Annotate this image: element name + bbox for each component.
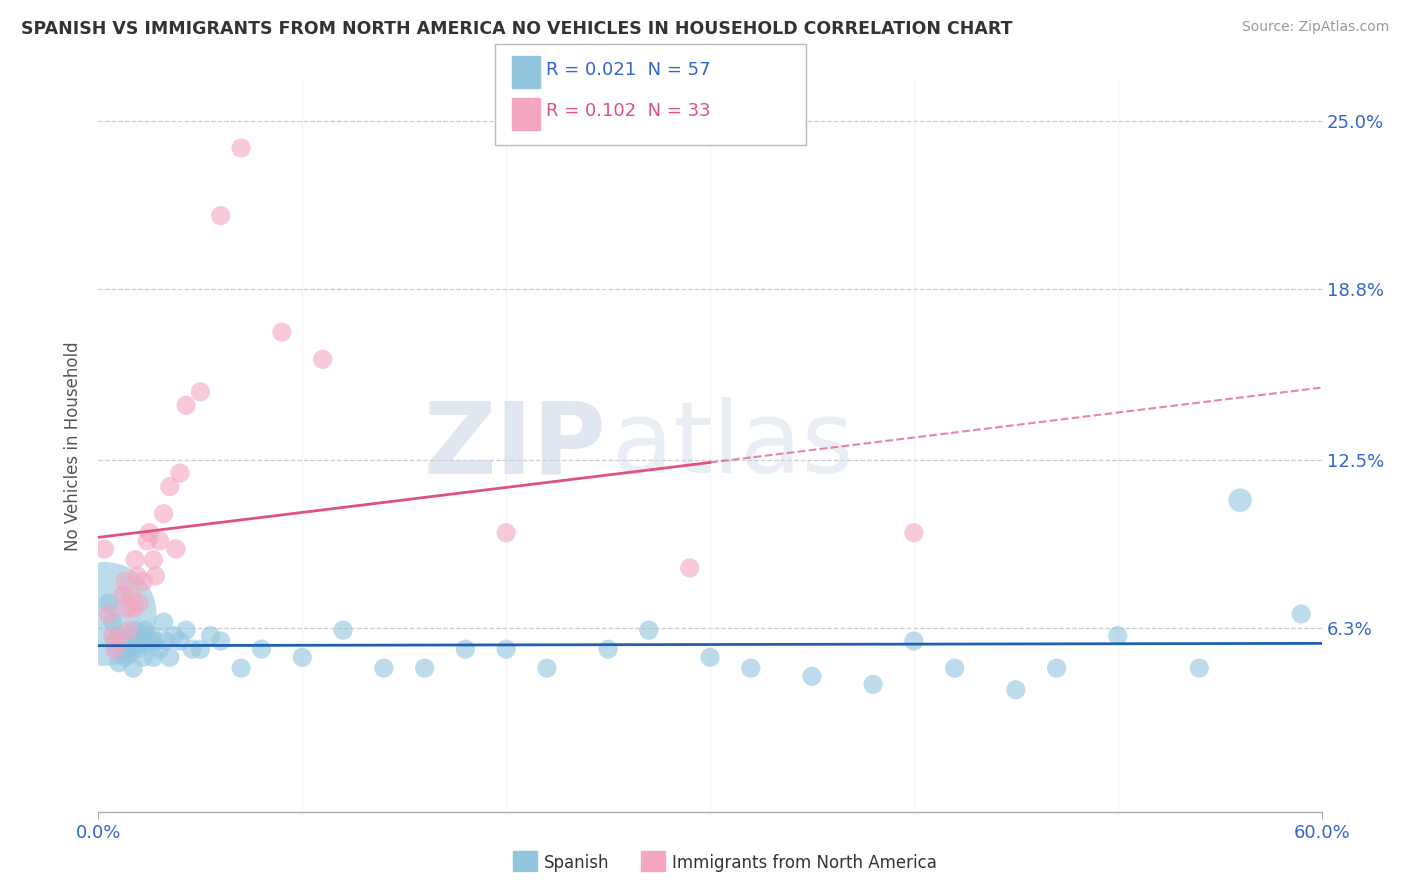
Point — [120, 637, 142, 651]
Point — [598, 642, 620, 657]
Point — [332, 624, 354, 638]
Point — [209, 209, 232, 223]
Point — [142, 650, 165, 665]
Point — [169, 466, 191, 480]
Point — [209, 634, 232, 648]
Point — [188, 384, 212, 399]
Point — [903, 634, 925, 648]
Point — [188, 642, 212, 657]
Point — [120, 588, 142, 602]
Point — [128, 629, 150, 643]
Point — [136, 533, 159, 548]
Text: atlas: atlas — [612, 398, 853, 494]
Point — [174, 398, 197, 412]
Point — [97, 607, 120, 621]
Point — [1188, 661, 1211, 675]
Point — [108, 634, 131, 648]
Point — [495, 642, 517, 657]
Point — [312, 352, 335, 367]
Point — [93, 541, 115, 556]
Point — [145, 634, 167, 648]
Point — [122, 661, 145, 675]
Point — [149, 533, 172, 548]
Point — [132, 650, 155, 665]
Point — [373, 661, 395, 675]
Point — [801, 669, 824, 683]
Y-axis label: No Vehicles in Household: No Vehicles in Household — [65, 341, 83, 551]
Point — [141, 629, 163, 643]
Point — [142, 553, 165, 567]
Point — [174, 624, 197, 638]
Text: R = 0.021  N = 57: R = 0.021 N = 57 — [546, 61, 710, 79]
Point — [111, 588, 134, 602]
Point — [108, 629, 131, 643]
Point — [943, 661, 966, 675]
Point — [105, 642, 128, 657]
Text: R = 0.102  N = 33: R = 0.102 N = 33 — [546, 103, 710, 120]
Point — [127, 642, 149, 657]
Point — [114, 650, 136, 665]
Text: SPANISH VS IMMIGRANTS FROM NORTH AMERICA NO VEHICLES IN HOUSEHOLD CORRELATION CH: SPANISH VS IMMIGRANTS FROM NORTH AMERICA… — [21, 20, 1012, 37]
Point — [134, 624, 156, 638]
Point — [101, 629, 124, 643]
Point — [122, 601, 145, 615]
Point — [108, 656, 131, 670]
Point — [155, 634, 177, 648]
Point — [129, 637, 152, 651]
Point — [128, 596, 150, 610]
Point — [200, 629, 222, 643]
Point — [138, 634, 160, 648]
Point — [118, 648, 141, 662]
Point — [1229, 493, 1251, 508]
Point — [637, 624, 661, 638]
Point — [536, 661, 558, 675]
Point — [862, 677, 884, 691]
Point — [1045, 661, 1069, 675]
Point — [114, 574, 136, 589]
Point — [740, 661, 762, 675]
Point — [903, 525, 925, 540]
Point — [115, 601, 138, 615]
Point — [413, 661, 436, 675]
Point — [132, 574, 155, 589]
Point — [159, 480, 181, 494]
Point — [1291, 607, 1313, 621]
Point — [145, 569, 167, 583]
Text: ZIP: ZIP — [423, 398, 606, 494]
Point — [1107, 629, 1129, 643]
Point — [111, 634, 134, 648]
Point — [104, 634, 127, 648]
Text: Source: ZipAtlas.com: Source: ZipAtlas.com — [1241, 20, 1389, 34]
Point — [163, 629, 186, 643]
Point — [127, 569, 149, 583]
Point — [152, 507, 174, 521]
Point — [115, 642, 138, 657]
Point — [149, 642, 172, 657]
Point — [104, 642, 127, 657]
Point — [231, 661, 253, 675]
Point — [291, 650, 314, 665]
Point — [679, 561, 702, 575]
Point — [270, 325, 294, 339]
Point — [159, 650, 181, 665]
Point — [165, 541, 187, 556]
Point — [101, 615, 124, 629]
Point — [495, 525, 517, 540]
Point — [93, 607, 115, 621]
Point — [138, 525, 160, 540]
Point — [250, 642, 273, 657]
Point — [181, 642, 204, 657]
Point — [169, 634, 191, 648]
Point — [454, 642, 477, 657]
Point — [152, 615, 174, 629]
Point — [97, 596, 120, 610]
Point — [124, 624, 146, 638]
Text: Immigrants from North America: Immigrants from North America — [672, 855, 936, 872]
Point — [699, 650, 721, 665]
Point — [124, 553, 146, 567]
Point — [118, 624, 141, 638]
Point — [231, 141, 253, 155]
Point — [1004, 682, 1026, 697]
Text: Spanish: Spanish — [544, 855, 610, 872]
